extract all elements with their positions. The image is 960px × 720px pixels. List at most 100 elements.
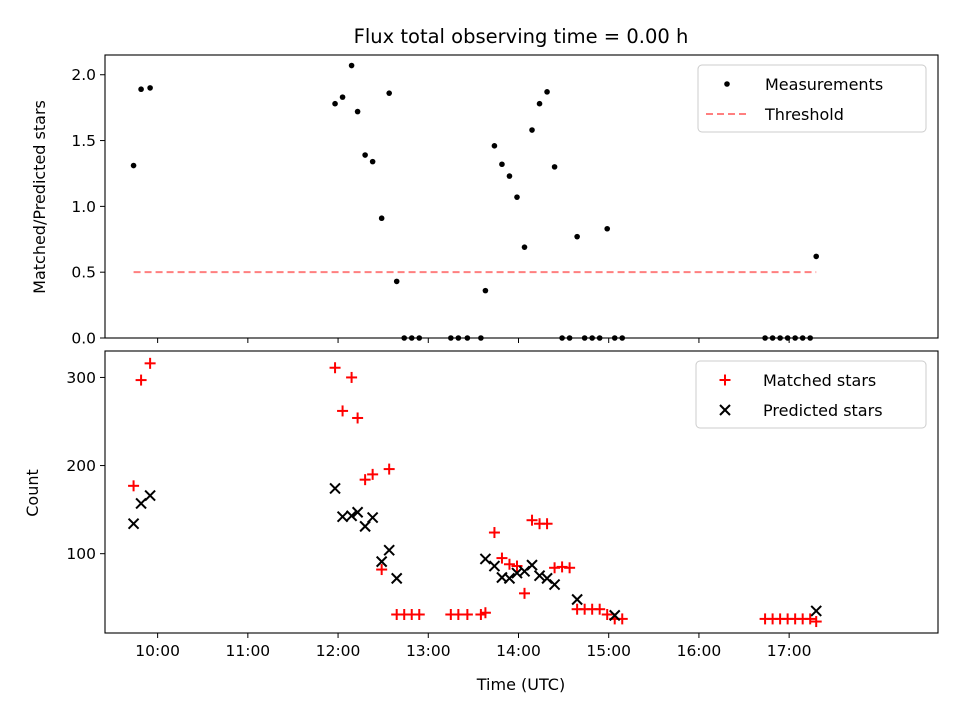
measurement-point bbox=[521, 244, 528, 250]
y-tick-label: 0.0 bbox=[71, 330, 96, 348]
bottom-y-axis-label: Count bbox=[23, 469, 42, 517]
y-tick-label: 300 bbox=[66, 369, 96, 387]
measurement-point bbox=[378, 215, 385, 222]
legend-frame bbox=[695, 360, 927, 429]
matched-star-marker bbox=[329, 362, 341, 374]
x-tick-label: 11:00 bbox=[226, 642, 271, 660]
x-tick-label: 14:00 bbox=[496, 642, 541, 660]
x-tick-label: 15:00 bbox=[586, 642, 631, 660]
predicted-star-marker bbox=[366, 511, 379, 524]
matched-star-marker bbox=[810, 616, 822, 628]
legend-cross-marker bbox=[719, 404, 731, 416]
measurement-point bbox=[147, 85, 153, 91]
predicted-star-marker bbox=[488, 560, 501, 572]
bottom-legend: Matched stars Predicted stars bbox=[695, 360, 927, 429]
matched-star-marker bbox=[479, 607, 491, 619]
matched-star-marker bbox=[503, 558, 515, 570]
top-x-ticks bbox=[157, 338, 790, 343]
measurement-point bbox=[130, 162, 137, 169]
matched-star-marker bbox=[337, 405, 349, 417]
predicted-star-marker bbox=[127, 518, 140, 530]
y-tick-label: 0.5 bbox=[71, 264, 96, 282]
matched-star-marker bbox=[383, 463, 395, 475]
measurement-point bbox=[604, 225, 611, 232]
measurement-point bbox=[332, 100, 338, 107]
predicted-star-marker bbox=[571, 593, 583, 606]
matched-star-marker bbox=[526, 514, 538, 526]
measurement-point bbox=[386, 90, 392, 96]
matched-star-marker bbox=[488, 527, 500, 539]
matched-star-marker bbox=[564, 562, 576, 574]
matched-star-marker bbox=[413, 608, 425, 620]
bottom-y-axis: 100 200 300 bbox=[66, 369, 105, 563]
top-y-axis-label: Matched/Predicted stars bbox=[30, 100, 49, 294]
matched-star-marker bbox=[519, 587, 531, 599]
top-axes-frame bbox=[104, 54, 939, 339]
predicted-star-marker bbox=[503, 572, 516, 585]
predicted-star-marker bbox=[548, 578, 561, 591]
top-y-axis: 0.0 0.5 1.0 1.5 2.0 bbox=[71, 66, 105, 348]
predicted-star-marker bbox=[383, 544, 395, 556]
x-tick-label: 17:00 bbox=[767, 642, 812, 660]
predicted-star-marker bbox=[526, 559, 538, 571]
bottom-panel: 100 200 300 10:00 11:00 12:00 13:00 14:00 15:00… bbox=[23, 350, 939, 694]
predicted-star-marker bbox=[135, 497, 147, 510]
predicted-star-marker bbox=[329, 482, 341, 495]
x-tick-label: 16:00 bbox=[677, 642, 722, 660]
matched-star-marker bbox=[804, 613, 816, 625]
legend-label: Matched stars bbox=[763, 371, 876, 390]
matched-star-marker bbox=[461, 608, 473, 620]
matched-star-marker bbox=[135, 374, 147, 386]
predicted-star-marker bbox=[375, 555, 388, 568]
predicted-star-marker bbox=[609, 609, 621, 622]
bottom-x-axis: 10:00 11:00 12:00 13:00 14:00 15:00 16:00 17:00 bbox=[135, 633, 811, 660]
matched-star-marker bbox=[346, 371, 358, 383]
measurement-point bbox=[551, 164, 558, 170]
y-tick-label: 2.0 bbox=[71, 66, 96, 84]
legend-frame bbox=[697, 64, 927, 133]
x-tick-label: 10:00 bbox=[135, 642, 180, 660]
x-tick-label: 13:00 bbox=[406, 642, 451, 660]
y-tick-label: 200 bbox=[66, 457, 96, 475]
measurement-point bbox=[813, 253, 820, 260]
x-tick-label: 12:00 bbox=[316, 642, 361, 660]
predicted-star-marker bbox=[810, 605, 822, 617]
legend-label: Threshold bbox=[764, 105, 844, 124]
bottom-x-axis-label: Time (UTC) bbox=[476, 675, 565, 694]
legend-label: Predicted stars bbox=[763, 401, 883, 420]
matched-star-marker bbox=[511, 560, 523, 572]
measurement-point bbox=[506, 173, 513, 179]
measurement-point bbox=[482, 287, 489, 294]
y-tick-label: 1.5 bbox=[71, 132, 96, 150]
bottom-axes-frame bbox=[104, 350, 939, 634]
top-legend: Measurements Threshold bbox=[697, 64, 927, 133]
matched-star-marker bbox=[594, 603, 606, 615]
bottom-plot-area bbox=[127, 357, 822, 628]
measurement-point bbox=[499, 161, 505, 168]
chart-title: Flux total observing time = 0.00 h bbox=[354, 25, 689, 48]
legend-label: Measurements bbox=[765, 75, 883, 94]
predicted-star-marker bbox=[533, 570, 546, 582]
measurement-point bbox=[514, 194, 520, 200]
matched-star-marker bbox=[541, 518, 553, 530]
measurement-point bbox=[348, 62, 355, 69]
matched-star-marker bbox=[601, 608, 613, 620]
measurement-point bbox=[491, 143, 498, 149]
measurement-point bbox=[369, 158, 376, 165]
predicted-star-marker bbox=[144, 489, 156, 502]
matched-star-marker bbox=[367, 468, 379, 480]
measurement-point bbox=[574, 233, 580, 240]
predicted-star-marker bbox=[390, 572, 403, 585]
predicted-star-marker bbox=[336, 510, 349, 523]
matched-star-marker bbox=[144, 357, 156, 369]
measurement-point bbox=[536, 100, 543, 107]
measurement-point bbox=[362, 152, 368, 158]
matched-star-marker bbox=[376, 564, 388, 576]
measurement-point bbox=[138, 86, 144, 93]
measurement-point bbox=[529, 127, 535, 133]
matched-star-marker bbox=[359, 474, 371, 486]
matched-star-marker bbox=[496, 552, 508, 564]
top-panel: 0.00.51.01.52.0 Matched/Predicted stars … bbox=[30, 54, 939, 348]
predicted-star-marker bbox=[479, 553, 492, 565]
